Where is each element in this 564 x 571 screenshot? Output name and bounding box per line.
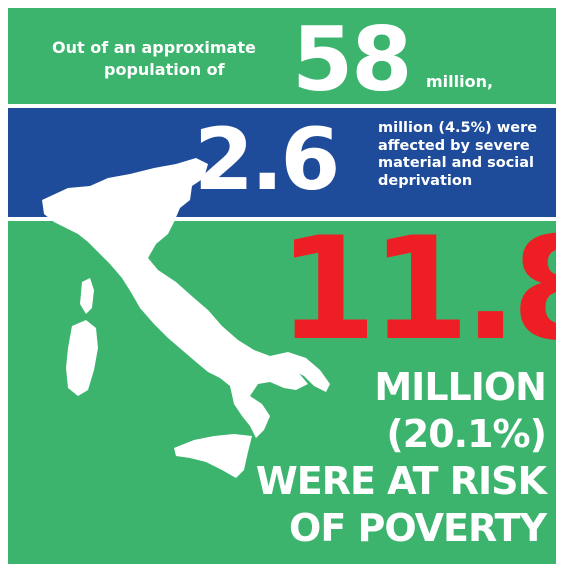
italy-map-icon [42,158,330,478]
bottom-divider [8,217,556,221]
poverty-line-2: (20.1%) [386,412,547,456]
deprivation-value: 2.6 [194,110,340,210]
poverty-value: 11.8 [278,207,556,372]
population-value: 58 [292,8,412,111]
sicily-shape [174,434,252,478]
infographic-panel: Out of an approximate population of 58 m… [8,8,556,564]
top-divider [8,104,556,108]
poverty-line-4: OF POVERTY [289,506,547,550]
poverty-line-3: WERE AT RISK [255,459,547,503]
italy-mainland-shape [42,158,308,438]
sardinia-shape [66,320,98,396]
corsica-shape [80,278,94,314]
italy-heel-shape [270,352,330,392]
poverty-description: MILLION (20.1%) WERE AT RISK OF POVERTY [255,364,547,552]
population-unit: million, [426,72,494,91]
poverty-line-1: MILLION [374,365,547,409]
deprivation-description: million (4.5%) were affected by severe m… [378,120,538,189]
intro-line-2: population of [104,60,225,79]
intro-line-1: Out of an approximate [52,38,256,57]
